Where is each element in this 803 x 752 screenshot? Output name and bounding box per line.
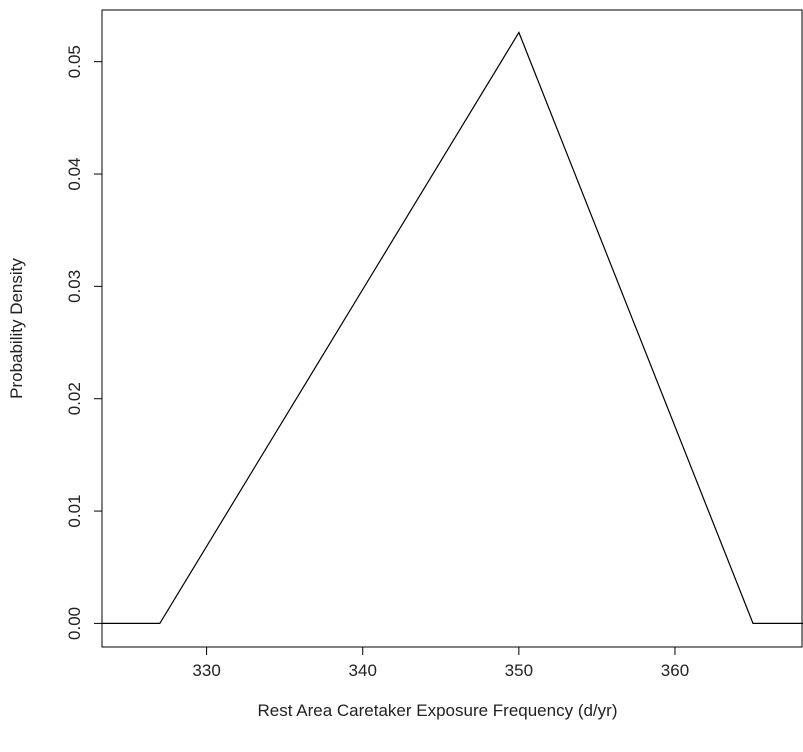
y-tick-label: 0.02 <box>65 382 84 415</box>
y-tick-label: 0.00 <box>65 607 84 640</box>
y-axis-title: Probability Density <box>7 258 26 399</box>
y-tick-label: 0.03 <box>65 270 84 303</box>
x-tick-label: 330 <box>192 661 220 680</box>
y-axis: 0.00 0.01 0.02 0.03 0.04 0.05 <box>65 45 102 640</box>
x-tick-label: 340 <box>349 661 377 680</box>
y-tick-label: 0.01 <box>65 495 84 528</box>
density-line <box>102 31 803 625</box>
plot-box <box>101 9 803 648</box>
x-tick-label: 360 <box>661 661 689 680</box>
y-tick-label: 0.04 <box>65 157 84 190</box>
x-axis: 330 340 350 360 <box>192 647 689 680</box>
series-layer <box>102 31 803 625</box>
x-axis-title: Rest Area Caretaker Exposure Frequency (… <box>258 701 618 720</box>
x-tick-label: 350 <box>505 661 533 680</box>
y-tick-label: 0.05 <box>65 45 84 78</box>
